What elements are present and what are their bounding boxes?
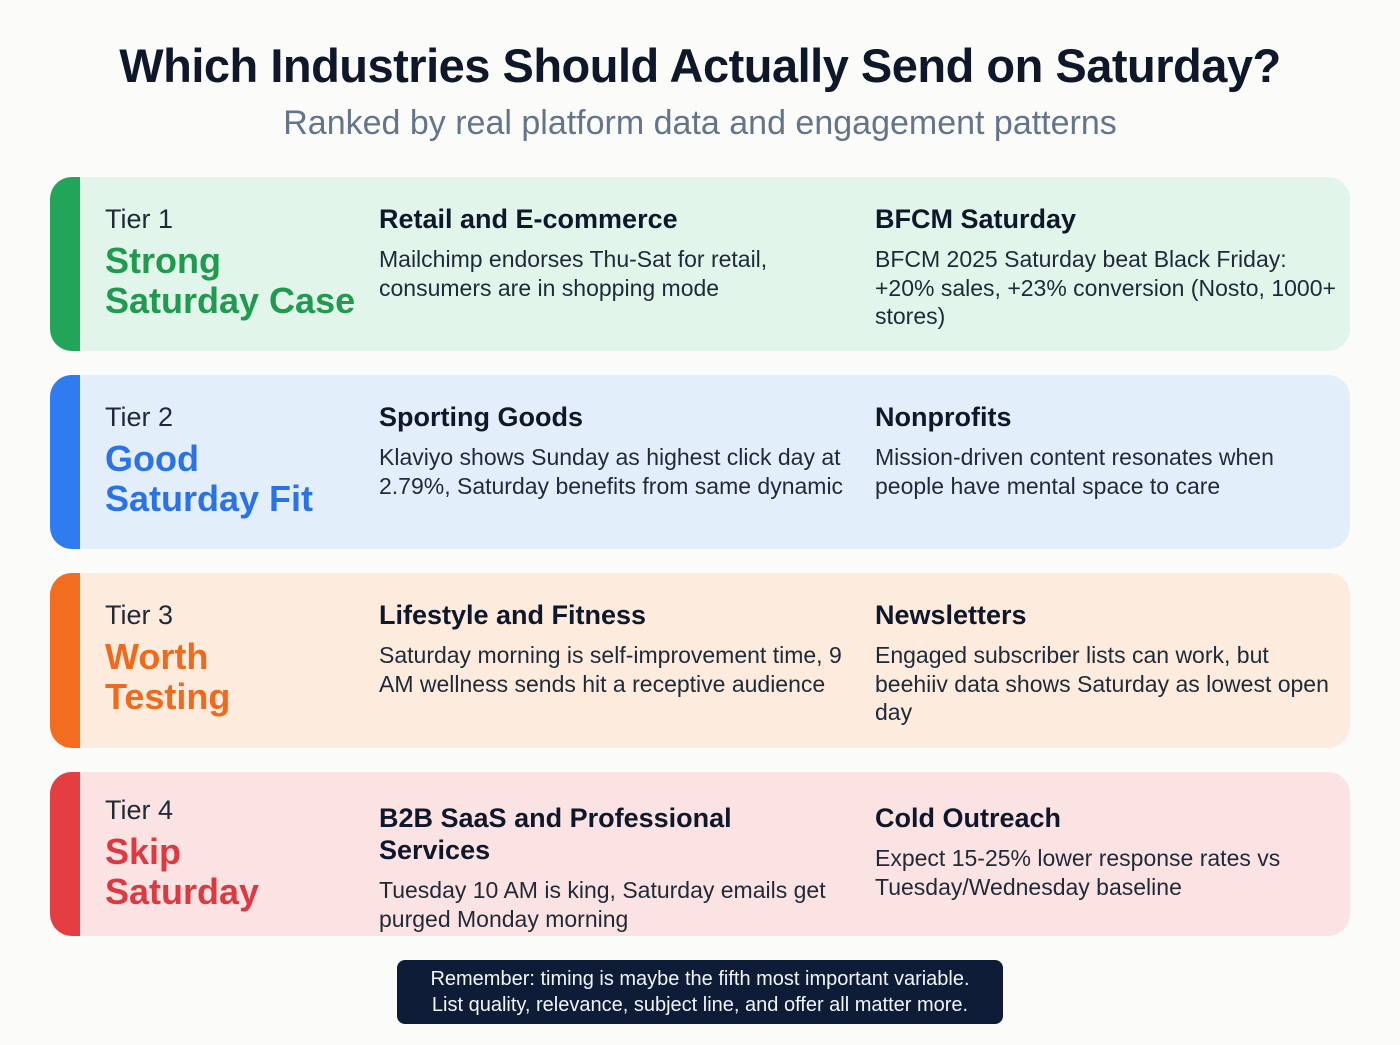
industry-title: B2B SaaS and Professional Services <box>379 803 732 865</box>
tier-label: Tier 4 <box>105 795 174 825</box>
page-title: Which Industries Should Actually Send on… <box>119 39 1281 92</box>
footer-note-line2: List quality, relevance, subject line, a… <box>431 994 969 1016</box>
footer-note: Remember: timing is maybe the fifth most… <box>397 960 1003 1024</box>
industry-description: BFCM 2025 Saturday beat Black Friday: +2… <box>875 246 1336 329</box>
tier-name-line1: Skip <box>105 831 182 872</box>
tier-accent-bar <box>50 573 80 748</box>
industry-description: Mission-driven content resonates when pe… <box>875 444 1274 499</box>
industry-item: Cold Outreach Expect 15-25% lower respon… <box>875 802 1345 901</box>
industry-description: Engaged subscriber lists can work, but b… <box>875 642 1329 725</box>
industry-title: Retail and E-commerce <box>379 204 678 234</box>
tier-name-line1: Good <box>105 438 199 479</box>
tier-name: Skip Saturday <box>105 832 375 912</box>
footer-note-line1: Remember: timing is maybe the fifth most… <box>430 968 970 990</box>
tier-name-line2: Saturday Fit <box>105 478 314 519</box>
tier-label: Tier 2 <box>105 402 174 432</box>
tier-name: Strong Saturday Case <box>105 241 375 321</box>
industry-item: B2B SaaS and Professional Services Tuesd… <box>379 802 849 933</box>
tier-accent-bar <box>50 177 80 351</box>
tier-card-4: Tier 4 Skip Saturday B2B SaaS and Profes… <box>50 772 1350 936</box>
industry-item: BFCM Saturday BFCM 2025 Saturday beat Bl… <box>875 203 1345 331</box>
industry-item: Nonprofits Mission-driven content resona… <box>875 401 1345 500</box>
page-subtitle: Ranked by real platform data and engagem… <box>283 104 1117 142</box>
industry-title: Sporting Goods <box>379 402 583 432</box>
industry-description: Tuesday 10 AM is king, Saturday emails g… <box>379 877 826 932</box>
tier-name-line1: Worth <box>105 636 209 677</box>
tier-name-line2: Saturday Case <box>105 280 356 321</box>
industry-title: Cold Outreach <box>875 803 1062 833</box>
industry-description: Klaviyo shows Sunday as highest click da… <box>379 444 844 499</box>
tier-label: Tier 3 <box>105 600 174 630</box>
industry-description: Saturday morning is self-improvement tim… <box>379 642 842 697</box>
industry-title: Nonprofits <box>875 402 1012 432</box>
industry-item: Newsletters Engaged subscriber lists can… <box>875 599 1345 727</box>
tier-name-line2: Testing <box>105 676 231 717</box>
tier-label: Tier 1 <box>105 204 174 234</box>
industry-description: Mailchimp endorses Thu-Sat for retail, c… <box>379 246 768 301</box>
industry-description: Expect 15-25% lower response rates vs Tu… <box>875 845 1281 900</box>
industry-item: Retail and E-commerce Mailchimp endorses… <box>379 203 849 302</box>
industry-title: Lifestyle and Fitness <box>379 600 647 630</box>
industry-item: Sporting Goods Klaviyo shows Sunday as h… <box>379 401 849 500</box>
industry-title: BFCM Saturday <box>875 204 1077 234</box>
tier-name: Good Saturday Fit <box>105 439 375 519</box>
tier-card-2: Tier 2 Good Saturday Fit Sporting Goods … <box>50 375 1350 549</box>
tier-name-line2: Saturday <box>105 871 260 912</box>
industry-title: Newsletters <box>875 600 1027 630</box>
tier-card-1: Tier 1 Strong Saturday Case Retail and E… <box>50 177 1350 351</box>
tier-card-3: Tier 3 Worth Testing Lifestyle and Fitne… <box>50 573 1350 748</box>
tier-accent-bar <box>50 772 80 936</box>
tier-accent-bar <box>50 375 80 549</box>
tier-name: Worth Testing <box>105 637 375 717</box>
industry-item: Lifestyle and Fitness Saturday morning i… <box>379 599 849 698</box>
tier-name-line1: Strong <box>105 240 221 281</box>
